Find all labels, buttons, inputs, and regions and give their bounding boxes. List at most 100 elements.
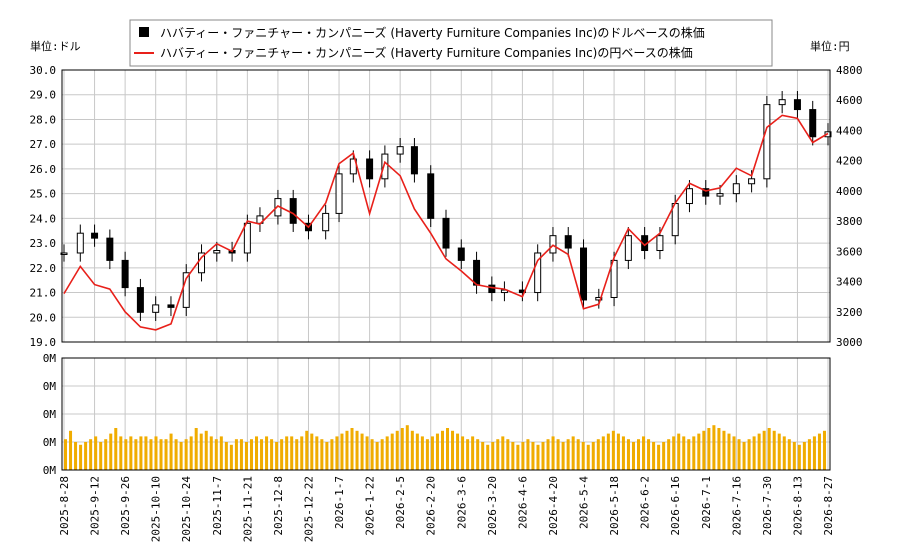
volume-bar <box>129 436 133 470</box>
volume-bar <box>707 428 711 470</box>
right-tick-label: 3000 <box>836 336 863 349</box>
candle-body <box>91 232 99 239</box>
volume-bar <box>687 439 691 470</box>
volume-bar <box>415 433 419 470</box>
x-tick-label: 2026-6-2 <box>639 476 652 529</box>
x-tick-label: 2026-7-1 <box>700 476 713 529</box>
right-tick-label: 4200 <box>836 155 863 168</box>
volume-bar <box>159 439 163 470</box>
candle-body <box>243 222 251 254</box>
candle-body <box>473 259 481 286</box>
candle-body <box>427 173 435 219</box>
volume-axis-ticks: 0M 0M 0M 0M 0M <box>43 352 57 477</box>
volume-bar <box>752 436 756 470</box>
volume-bar <box>511 442 515 470</box>
left-tick-label: 30.0 <box>30 64 57 77</box>
x-tick-label: 2026-6-16 <box>669 476 682 536</box>
volume-bar <box>601 436 605 470</box>
x-tick-label: 2026-1-22 <box>364 476 377 536</box>
candle-body <box>410 146 418 175</box>
volume-bar <box>199 433 203 470</box>
volume-bar <box>782 436 786 470</box>
x-tick-label: 2026-5-18 <box>608 476 621 536</box>
candle-body <box>106 237 114 261</box>
candle-body <box>702 188 710 197</box>
volume-bar <box>787 439 791 470</box>
legend-candle-swatch <box>139 27 149 37</box>
volume-tick-label: 0M <box>43 408 57 421</box>
volume-bar <box>571 436 575 470</box>
volume-bar <box>642 436 646 470</box>
volume-bar <box>430 436 434 470</box>
x-tick-label: 2026-4-6 <box>516 476 529 529</box>
volume-bar <box>164 439 168 470</box>
volume-bar <box>385 436 389 470</box>
volume-bar <box>345 430 349 470</box>
x-tick-label: 2025-8-28 <box>58 476 71 536</box>
volume-bar <box>280 439 284 470</box>
volume-bar <box>194 428 198 470</box>
volume-bar <box>742 442 746 470</box>
x-tick-label: 2026-5-4 <box>578 476 591 529</box>
volume-bar <box>657 444 661 470</box>
volume-bar <box>440 430 444 470</box>
volume-bar <box>380 439 384 470</box>
legend-box <box>129 19 773 67</box>
volume-bar <box>305 430 309 470</box>
volume-bar <box>340 433 344 470</box>
right-tick-label: 4000 <box>836 185 863 198</box>
candle-body <box>716 193 724 197</box>
volume-bar <box>551 436 555 470</box>
volume-bar <box>446 428 450 470</box>
candle-body <box>549 235 557 254</box>
left-tick-label: 22.0 <box>30 262 57 275</box>
volume-bar <box>244 442 248 470</box>
right-tick-label: 3600 <box>836 245 863 258</box>
right-tick-label: 3200 <box>836 306 863 319</box>
volume-bar <box>114 428 118 470</box>
volume-bar <box>239 439 243 470</box>
volume-tick-label: 0M <box>43 464 57 477</box>
volume-bar <box>255 436 259 470</box>
volume-tick-label: 0M <box>43 352 57 365</box>
x-tick-label: 2025-11-21 <box>241 476 254 542</box>
candle-body <box>748 178 756 185</box>
x-tick-label: 2026-3-6 <box>455 476 468 529</box>
candle-body <box>580 247 588 301</box>
volume-bar <box>491 442 495 470</box>
candle-body <box>289 198 297 224</box>
volume-bar <box>335 436 339 470</box>
volume-bar <box>330 439 334 470</box>
volume-bar <box>295 439 299 470</box>
volume-bar <box>496 439 500 470</box>
candle-body <box>442 217 450 249</box>
volume-bar <box>265 436 269 470</box>
candle-body <box>167 304 175 308</box>
volume-tick-label: 0M <box>43 380 57 393</box>
volume-bar <box>692 436 696 470</box>
x-tick-label: 2025-10-24 <box>180 476 193 543</box>
volume-bar <box>285 436 289 470</box>
candle-body <box>793 99 801 111</box>
volume-bar <box>606 433 610 470</box>
candle-body <box>121 259 129 289</box>
volume-bar <box>516 444 520 470</box>
candle-body <box>500 289 508 294</box>
volume-bar <box>350 428 354 470</box>
volume-bar <box>727 433 731 470</box>
volume-bar <box>139 436 143 470</box>
volume-bar <box>79 444 83 470</box>
volume-bar <box>822 430 826 470</box>
left-axis-ticks: 19.0 20.0 21.0 22.0 23.0 24.0 25.0 26.0 27.0 28.0… <box>30 64 57 349</box>
volume-bar <box>390 433 394 470</box>
candle-body <box>610 259 618 298</box>
volume-bar <box>320 439 324 470</box>
volume-bar <box>591 442 595 470</box>
candle-body <box>624 235 632 261</box>
volume-bar <box>435 433 439 470</box>
volume-bar <box>64 439 68 470</box>
volume-bar <box>747 439 751 470</box>
left-tick-label: 26.0 <box>30 163 57 176</box>
volume-bar <box>647 439 651 470</box>
volume-bar <box>767 428 771 470</box>
